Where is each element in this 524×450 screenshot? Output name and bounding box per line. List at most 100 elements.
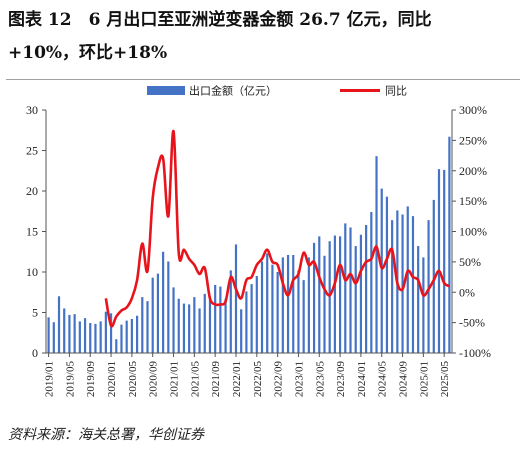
x-tick-label: 2021/05 [189, 361, 201, 398]
bar [349, 227, 352, 353]
y-right-tick-label: 50% [459, 255, 481, 269]
bar [115, 339, 118, 353]
y-right-tick-label: 250% [459, 133, 487, 147]
bar [193, 297, 196, 353]
bar [52, 322, 55, 353]
bar [146, 301, 149, 353]
x-tick-label: 2023/09 [335, 361, 347, 398]
bar [203, 293, 206, 353]
y-axis-left-ticks: 0 5 10 15 20 25 30 [26, 103, 46, 360]
bar [156, 273, 160, 353]
bar [422, 257, 425, 353]
bar [370, 212, 373, 353]
bar [391, 220, 394, 353]
y-right-tick-label: 150% [459, 194, 487, 208]
bar [198, 308, 201, 353]
bar [57, 296, 61, 353]
bar [120, 324, 123, 353]
bar [109, 313, 113, 353]
y-right-tick-label: -100% [459, 346, 491, 360]
x-tick-label: 2020/05 [127, 361, 139, 398]
source-note: 资料来源：海关总署，华创证券 [8, 427, 204, 443]
x-tick-label: 2022/05 [252, 361, 264, 398]
y-right-tick-label: 100% [459, 225, 487, 239]
bar [125, 320, 128, 353]
bar [401, 214, 404, 353]
bar [443, 169, 446, 353]
y-left-tick-label: 25 [26, 144, 38, 158]
x-tick-label: 2025/01 [418, 361, 430, 397]
bar [281, 257, 284, 353]
bar [47, 317, 50, 353]
bar [432, 199, 435, 353]
bar [214, 284, 217, 353]
bar [411, 216, 415, 353]
bar [208, 296, 212, 353]
y-left-tick-label: 15 [26, 225, 38, 239]
bar [167, 261, 170, 353]
bar [234, 244, 238, 353]
bar [333, 235, 336, 353]
bar [271, 264, 274, 353]
x-tick-label: 2022/09 [273, 361, 285, 398]
bar [73, 314, 76, 353]
line-series [104, 129, 451, 328]
bar [359, 234, 363, 353]
bar [292, 254, 295, 353]
bar [354, 246, 357, 353]
legend-line-label: 同比 [385, 85, 407, 98]
bar [89, 323, 92, 353]
bar [83, 318, 87, 353]
bar [365, 225, 368, 353]
legend-bar-swatch [147, 86, 185, 95]
x-tick-label: 2023/05 [314, 361, 326, 398]
x-tick-label: 2024/01 [356, 361, 368, 397]
bar [385, 196, 389, 353]
bar [406, 206, 409, 353]
bar [94, 323, 97, 353]
x-tick-label: 2021/09 [210, 361, 222, 398]
y-left-tick-label: 20 [26, 184, 38, 198]
chart-title-line1: 图表 12 6 月出口至亚洲逆变器金额 26.7 亿元，同比 [8, 10, 432, 30]
y-left-tick-label: 5 [32, 306, 38, 320]
y-right-tick-label: 300% [459, 103, 487, 117]
x-tick-label: 2024/05 [377, 361, 389, 398]
bar [380, 188, 383, 353]
bar [78, 321, 81, 353]
bar [141, 297, 144, 353]
bar [260, 261, 264, 353]
bar [323, 255, 326, 353]
x-tick-label: 2023/01 [293, 361, 305, 397]
x-tick-label: 2024/09 [398, 361, 410, 398]
bar [130, 318, 133, 353]
y-right-tick-label: 200% [459, 164, 487, 178]
bar [245, 291, 248, 353]
x-tick-label: 2019/01 [44, 361, 56, 397]
x-tick-label: 2019/05 [64, 361, 76, 398]
bar [182, 303, 186, 353]
legend-bar-label: 出口金额（亿元） [189, 84, 277, 98]
bar [255, 276, 258, 353]
bar [307, 257, 310, 353]
bar [188, 304, 191, 353]
x-tick-label: 2021/01 [169, 361, 181, 397]
bar [219, 286, 222, 353]
bar [312, 242, 316, 353]
x-tick-label: 2020/09 [148, 361, 160, 398]
bar [172, 287, 175, 353]
bar [375, 156, 378, 353]
bar [344, 223, 347, 353]
combo-chart: 出口金额（亿元） 同比 0 5 10 15 20 25 30 -100% -50% 0% 50% 10… [26, 84, 491, 398]
bar [302, 280, 305, 353]
bar [229, 270, 232, 353]
y-right-tick-label: 0% [459, 285, 475, 299]
bar [104, 311, 107, 353]
y-left-tick-label: 0 [32, 346, 38, 360]
y-left-tick-label: 30 [26, 103, 38, 117]
chart-title-line2: +10%，环比+18% [8, 43, 168, 63]
bar [151, 277, 154, 353]
y-left-tick-label: 10 [26, 265, 38, 279]
bar [448, 136, 451, 353]
bar [162, 251, 165, 353]
bar [99, 321, 102, 353]
